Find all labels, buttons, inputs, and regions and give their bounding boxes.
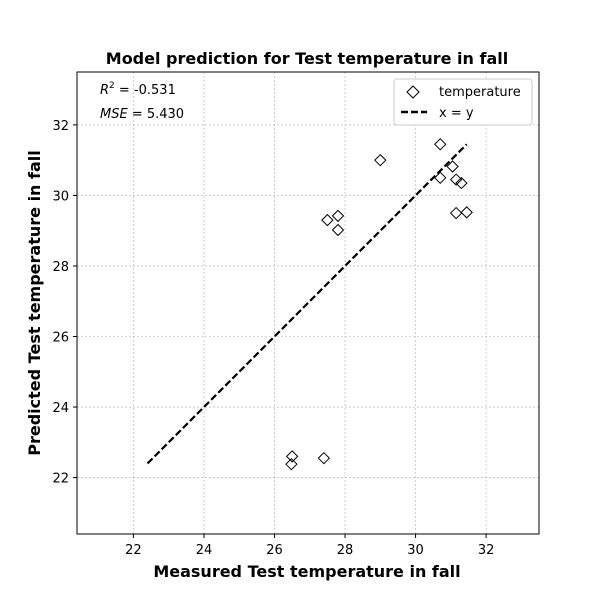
r2-value: = -0.531	[115, 83, 176, 98]
x-tick-label: 22	[125, 543, 142, 558]
data-point	[321, 213, 334, 227]
data-point	[331, 209, 345, 223]
y-tick-label: 24	[52, 401, 69, 416]
x-axis-title: Measured Test temperature in fall	[153, 562, 460, 581]
data-point	[374, 153, 387, 167]
y-tick-label: 22	[52, 472, 69, 487]
mse-value: = 5.430	[128, 107, 184, 122]
x-tick-label: 28	[337, 543, 354, 558]
y-axis-ticks: 22 24 26 28 30 32	[52, 119, 77, 487]
legend: temperature x = y	[393, 78, 533, 126]
plot-frame	[76, 71, 540, 535]
data-point	[446, 160, 459, 173]
data-point	[460, 206, 473, 219]
r2-annotation: R2 = -0.531	[100, 81, 176, 98]
identity-line	[146, 143, 468, 465]
legend-label-temperature: temperature	[439, 85, 521, 100]
grid	[77, 72, 539, 534]
data-point	[455, 176, 468, 190]
y-tick-label: 30	[52, 189, 69, 204]
x-tick-label: 30	[407, 543, 424, 558]
x-tick-label: 32	[478, 543, 495, 558]
data-point	[434, 138, 447, 151]
x-tick-label: 26	[266, 543, 283, 558]
x-axis-ticks: 22 24 26 28 30 32	[125, 534, 494, 558]
data-point	[285, 457, 298, 471]
x-tick-label: 24	[196, 543, 213, 558]
data-point	[331, 223, 345, 237]
chart-title: Model prediction for Test temperature in…	[106, 49, 508, 68]
data-points	[285, 138, 473, 471]
data-point	[434, 171, 447, 185]
y-tick-label: 26	[52, 331, 69, 346]
y-tick-label: 32	[52, 119, 69, 134]
data-point	[449, 206, 463, 220]
mse-annotation: MSE = 5.430	[100, 107, 184, 122]
series-lines	[146, 143, 468, 465]
r2-superscript: 2	[109, 81, 115, 91]
mse-label: MSE	[100, 107, 128, 122]
data-point	[449, 173, 463, 186]
data-point	[285, 450, 299, 463]
y-axis-title: Predicted Test temperature in fall	[25, 150, 44, 455]
r2-label: R	[100, 83, 109, 98]
legend-label-xy: x = y	[439, 106, 474, 121]
legend-box	[393, 78, 533, 126]
legend-diamond-marker	[406, 85, 420, 99]
y-tick-label: 28	[52, 260, 69, 275]
data-point	[317, 451, 331, 465]
